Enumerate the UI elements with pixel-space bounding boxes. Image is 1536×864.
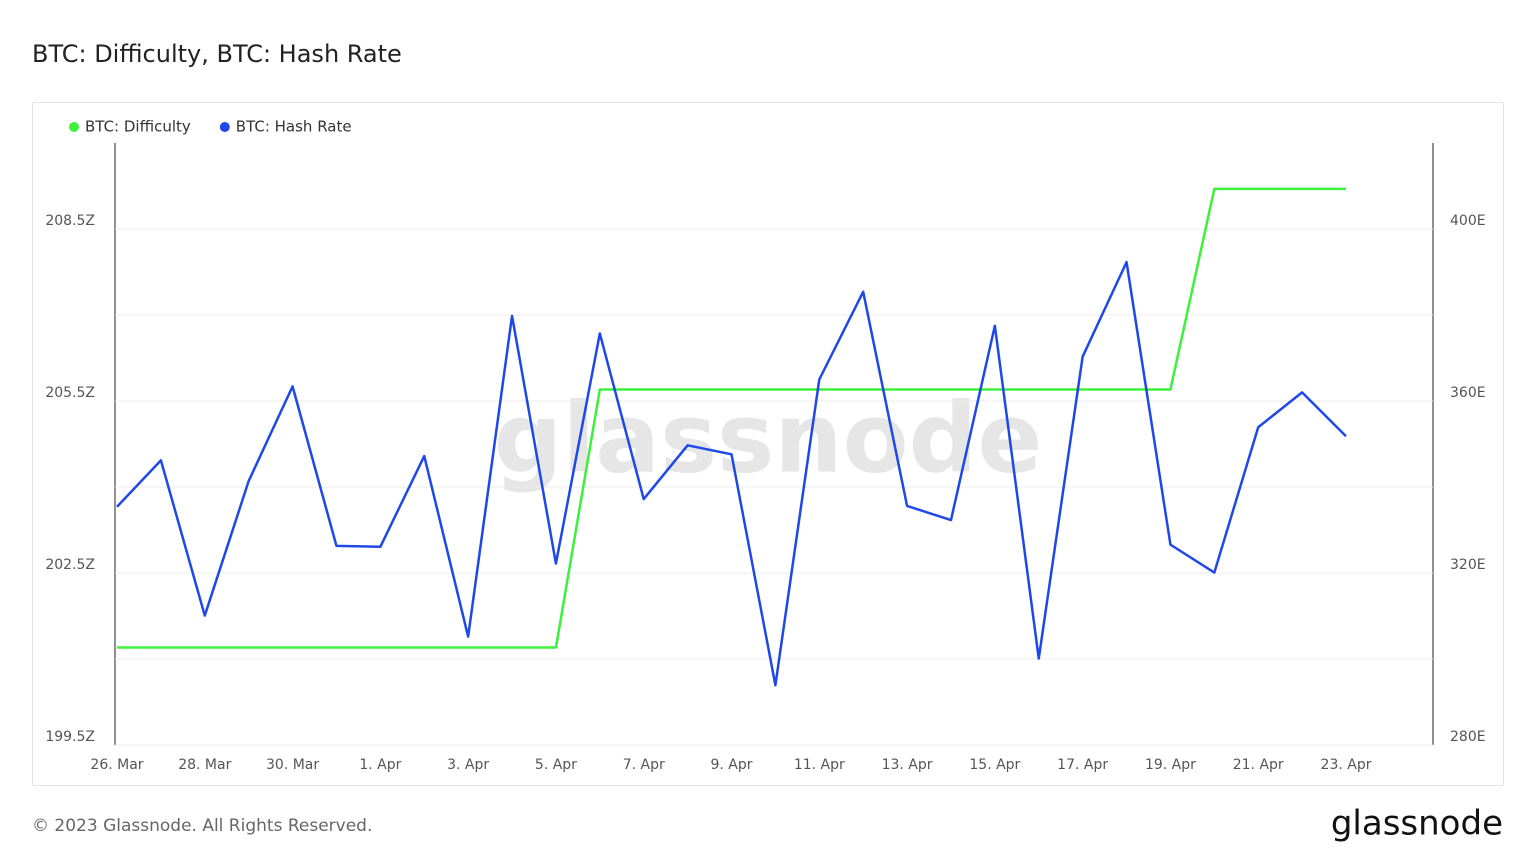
y2-tick-label: 280E: [1450, 729, 1486, 745]
series-line: [117, 187, 1346, 649]
x-tick-label: 21. Apr: [1233, 757, 1284, 773]
x-tick-label: 23. Apr: [1321, 757, 1372, 773]
y2-tick-label: 360E: [1450, 385, 1486, 401]
legend-label: BTC: Hash Rate: [236, 118, 352, 136]
x-tick-label: 7. Apr: [623, 757, 665, 773]
chart-frame: [32, 102, 1504, 786]
x-tick-label: 19. Apr: [1145, 757, 1196, 773]
x-tick-label: 28. Mar: [178, 757, 231, 773]
series-line: [116, 260, 1347, 687]
legend-label: BTC: Difficulty: [85, 118, 191, 136]
x-tick-label: 1. Apr: [359, 757, 401, 773]
y2-tick-label: 400E: [1450, 213, 1486, 229]
logo: glassnode: [1331, 804, 1503, 844]
x-tick-label: 13. Apr: [882, 757, 933, 773]
x-tick-label: 5. Apr: [535, 757, 577, 773]
y2-tick-label: 320E: [1450, 557, 1486, 573]
y-tick-label: 199.5Z: [45, 729, 95, 745]
chart-title: BTC: Difficulty, BTC: Hash Rate: [32, 40, 402, 68]
y-tick-label: 202.5Z: [45, 557, 95, 573]
x-tick-label: 26. Mar: [90, 757, 143, 773]
x-tick-label: 15. Apr: [969, 757, 1020, 773]
x-tick-label: 3. Apr: [447, 757, 489, 773]
x-tick-label: 30. Mar: [266, 757, 319, 773]
x-tick-label: 9. Apr: [710, 757, 752, 773]
y-tick-label: 208.5Z: [45, 213, 95, 229]
legend-marker: [219, 122, 230, 132]
footer: © 2023 Glassnode. All Rights Reserved.: [32, 816, 372, 836]
y-tick-label: 205.5Z: [45, 385, 95, 401]
x-tick-label: 11. Apr: [794, 757, 845, 773]
legend-marker: [69, 122, 79, 132]
x-tick-label: 17. Apr: [1057, 757, 1108, 773]
